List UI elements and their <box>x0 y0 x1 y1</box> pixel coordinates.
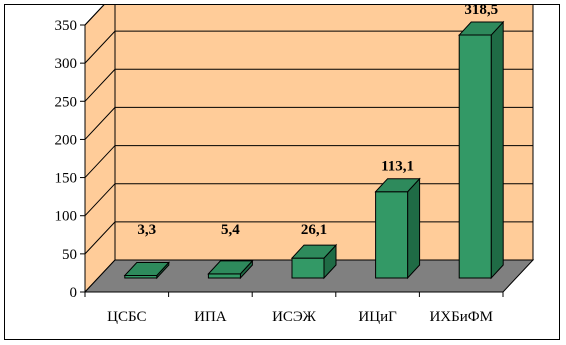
y-tick-label: 300 <box>55 56 78 72</box>
gridline <box>84 145 533 178</box>
x-tick-label: ИСЭЖ <box>272 309 316 325</box>
data-label: 113,1 <box>381 159 414 175</box>
y-tick-label: 100 <box>55 209 78 225</box>
bar-ЦСБС <box>123 261 170 280</box>
y-tick-label: 50 <box>62 247 77 263</box>
bar-ИЦиГ <box>374 177 421 280</box>
y-axis-ticks: 0 50 100 150 200 250 300 350 <box>55 18 85 301</box>
bar-ИХБиФМ <box>458 20 505 280</box>
y-tick-label: 350 <box>55 18 78 34</box>
gridlines <box>84 5 533 255</box>
bar-front <box>458 34 492 279</box>
x-tick-label: ИПА <box>194 309 227 325</box>
bar-front <box>375 191 409 279</box>
bar-side <box>490 20 504 280</box>
x-tick-label: ЦСБС <box>107 309 146 325</box>
bar-top <box>290 244 338 259</box>
bar-top <box>123 261 170 276</box>
y-tick-label: 200 <box>55 132 78 148</box>
chart-frame: 0 50 100 150 200 250 300 350 ЦСБС ИПА ИСЭЖ ИЦиГ ИХБ… <box>4 4 560 340</box>
x-tick-label: ИХБиФМ <box>429 309 493 325</box>
bar-chart: 0 50 100 150 200 250 300 350 ЦСБС ИПА ИСЭЖ ИЦиГ ИХБ… <box>55 5 535 325</box>
y-tick-label: 0 <box>70 285 78 301</box>
axes <box>84 25 504 297</box>
y-tick-label: 250 <box>55 94 78 110</box>
bar-ИПА <box>207 259 254 280</box>
bar-front <box>207 273 241 279</box>
bar-ИСЭЖ <box>290 243 338 280</box>
gridline <box>84 106 533 140</box>
x-axis-labels: ЦСБС ИПА ИСЭЖ ИЦиГ ИХБиФМ <box>107 309 493 325</box>
data-labels: 3,3 5,4 26,1 113,1 318,5 <box>137 5 498 238</box>
bar-top <box>374 178 421 193</box>
data-label: 318,5 <box>464 5 498 18</box>
gridline <box>84 68 533 102</box>
data-label: 3,3 <box>137 222 156 238</box>
bar-front <box>291 257 325 279</box>
x-tick-label: ИЦиГ <box>358 309 397 325</box>
data-label: 26,1 <box>301 222 327 238</box>
data-label: 5,4 <box>221 222 240 238</box>
gridline <box>84 5 105 26</box>
bars <box>123 20 505 280</box>
bar-top <box>207 260 254 275</box>
gridline <box>84 30 533 64</box>
bar-top <box>458 21 505 36</box>
y-tick-label: 150 <box>55 171 78 187</box>
bar-side <box>407 177 421 280</box>
